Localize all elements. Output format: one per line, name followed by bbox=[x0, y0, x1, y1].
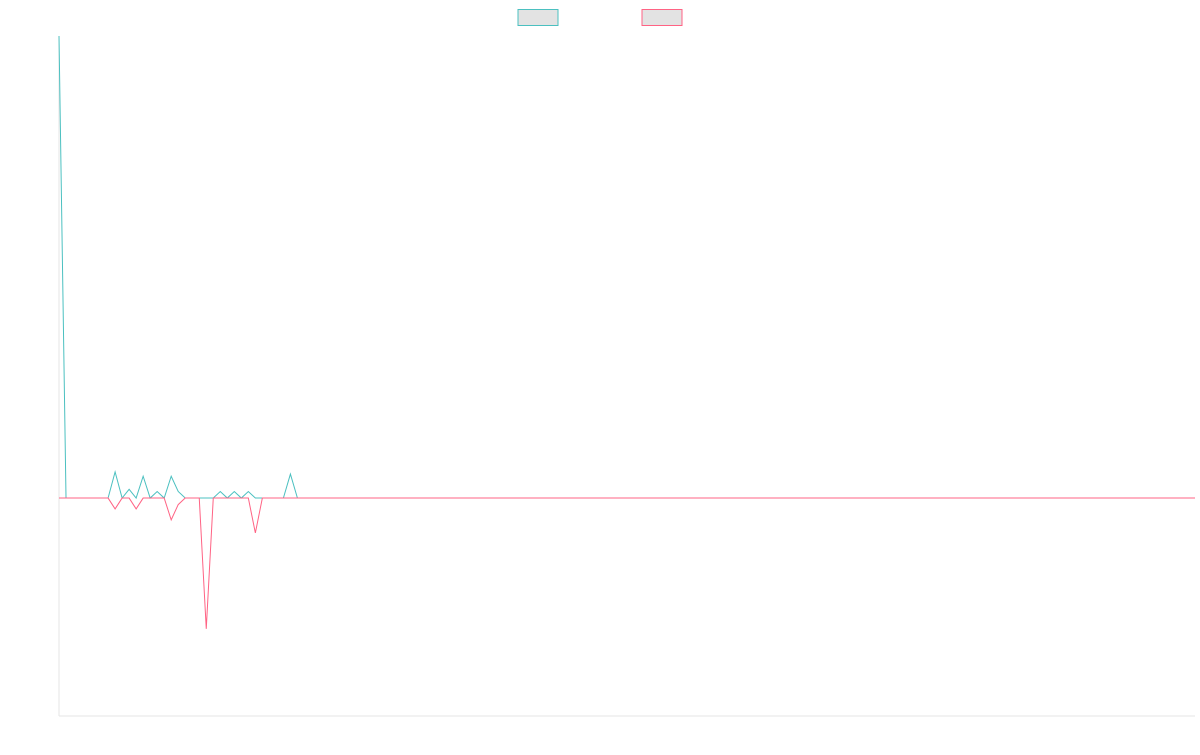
axes bbox=[58, 36, 1195, 717]
legend[interactable] bbox=[517, 9, 683, 26]
legend-swatch-1[interactable] bbox=[517, 9, 559, 26]
legend-swatch-2[interactable] bbox=[641, 9, 683, 26]
series-line-1 bbox=[58, 35, 1195, 500]
series-lines bbox=[58, 35, 1195, 629]
legend-item-2[interactable] bbox=[641, 9, 683, 26]
legend-item-1[interactable] bbox=[517, 9, 559, 26]
series-line-2 bbox=[59, 497, 1195, 629]
